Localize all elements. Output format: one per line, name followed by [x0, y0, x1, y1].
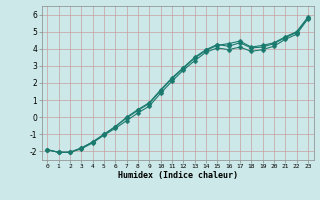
X-axis label: Humidex (Indice chaleur): Humidex (Indice chaleur) — [118, 171, 237, 180]
